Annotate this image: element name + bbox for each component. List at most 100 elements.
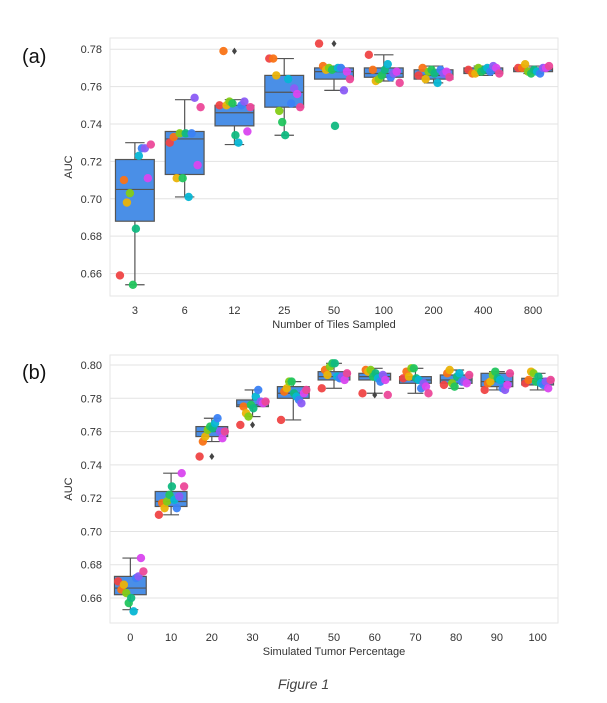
y-tick-label: 0.78 [81,44,102,56]
x-tick-label: 50 [328,305,340,317]
data-point [143,174,153,183]
data-point [184,192,193,202]
data-point [480,385,489,395]
data-point [261,397,270,406]
data-point [345,74,355,84]
x-tick-label: 100 [375,305,393,317]
data-point [381,375,390,385]
data-point [445,365,454,375]
data-point [276,415,286,425]
data-point [392,67,401,76]
x-tick-label: 3 [132,305,138,317]
outlier-marker [331,40,337,48]
data-point [162,497,172,506]
data-point [462,379,471,388]
data-point [172,503,181,513]
data-point [520,59,530,69]
data-point [339,86,349,95]
data-point [269,54,278,63]
data-point [160,503,169,513]
data-point [234,138,243,147]
data-point [134,151,144,160]
data-point [146,140,156,149]
data-point [181,129,190,138]
data-point [281,131,290,140]
data-point [414,71,423,80]
data-point [317,384,326,393]
data-point [455,369,464,378]
x-tick-label: 30 [246,632,258,644]
figure-caption: Figure 1 [277,676,330,692]
data-point [190,93,199,103]
data-point [287,377,296,386]
x-tick-label: 10 [165,632,177,644]
data-point [491,367,500,376]
y-tick-label: 0.66 [81,593,102,605]
data-point [128,280,138,289]
data-point [495,69,504,78]
data-point [122,198,132,207]
data-point [139,567,148,576]
data-point [249,404,258,413]
data-point [178,174,187,183]
y-tick-label: 0.72 [81,156,102,168]
x-tick-label: 70 [409,632,421,644]
data-point [201,432,210,441]
x-tick-label: 60 [369,632,381,644]
data-point [495,375,505,385]
data-point [278,117,287,127]
data-point [175,492,184,501]
data-point [169,132,178,142]
outlier-marker [372,391,378,399]
data-point [187,129,196,138]
y-tick-label: 0.70 [81,194,102,206]
data-point [424,389,433,398]
data-point [292,89,302,99]
data-point [140,144,150,153]
data-point [383,390,392,400]
outlier-marker [209,453,215,461]
data-point [129,607,138,616]
x-tick-label: 6 [182,305,188,317]
data-point [172,174,181,183]
data-point [115,271,125,280]
data-point [218,434,227,443]
data-point [421,382,431,391]
data-point [486,377,495,386]
data-point [323,370,332,380]
data-point [439,380,449,390]
data-point [418,63,427,73]
x-tick-label: 80 [450,632,462,644]
data-point [282,384,291,393]
outlier-marker [250,421,256,429]
box [114,158,155,222]
data-point [240,97,249,106]
x-tick-label: 400 [474,305,492,317]
data-point [119,580,129,589]
data-point [358,389,367,398]
y-tick-label: 0.72 [81,493,102,505]
x-tick-label: 50 [328,632,340,644]
data-point [286,99,296,108]
x-tick-label: 0 [127,632,133,644]
x-tick-label: 800 [524,305,542,317]
x-tick-label: 200 [424,305,442,317]
data-point [119,175,129,185]
x-tick-label: 90 [491,632,503,644]
data-point [179,482,189,491]
outlier-marker [231,47,237,55]
data-point [445,73,454,82]
auc-vs-tumor-percentage-chart: 0.66 0.68 0.70 0.72 0.74 0.76 0.78 0.80 0 10 20 30 4… [63,354,559,658]
plot-area [109,354,559,624]
data-point [544,384,553,393]
data-point [330,121,340,131]
data-point [177,468,186,478]
x-tick-label: 40 [287,632,299,644]
y-tick-label: 0.66 [81,269,102,281]
data-point [421,74,430,84]
x-tick-label: 12 [228,305,240,317]
data-point [295,102,305,112]
data-point [330,359,340,368]
data-point [167,482,177,491]
data-point [219,46,228,56]
